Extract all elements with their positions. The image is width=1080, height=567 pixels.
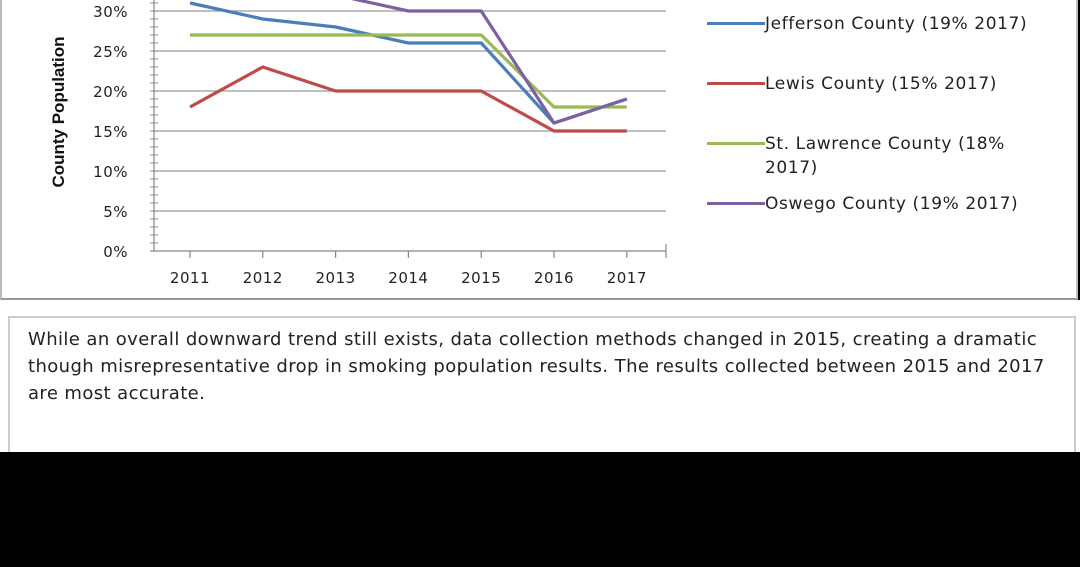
legend-label: Oswego County (19% 2017)	[765, 194, 1019, 214]
y-tick-label: 10%	[93, 163, 128, 181]
legend-swatch	[707, 22, 765, 25]
series-line-lewis	[189, 65, 627, 133]
series-line-oswego	[350, 0, 628, 125]
caption-text: While an overall downward trend still ex…	[28, 329, 1045, 404]
x-tick-label: 2014	[388, 269, 428, 287]
x-tick-label: 2015	[461, 269, 501, 287]
legend-label: Lewis County (15% 2017)	[765, 74, 997, 94]
legend-item: Oswego County (19% 2017)	[707, 192, 1055, 216]
y-tick-label: 25%	[93, 43, 128, 61]
legend-label: St. Lawrence County (18% 2017)	[765, 134, 1005, 178]
y-tick-label: 5%	[103, 203, 128, 221]
legend-item: St. Lawrence County (18% 2017)	[707, 132, 1055, 180]
x-tick-label: 2012	[243, 269, 283, 287]
legend-swatch	[707, 202, 765, 205]
x-tick-label: 2013	[316, 269, 356, 287]
legend-item: Jefferson County (19% 2017)	[707, 12, 1055, 36]
series-line-st	[190, 33, 627, 109]
y-tick-label: 0%	[103, 243, 128, 261]
chart-panel: 0% 5% 10% 15% 20% 25% 30% 2011 2012 2013 2014 2015 2…	[0, 0, 1078, 300]
black-bar	[0, 452, 1080, 567]
y-axis-label: County Population	[49, 36, 68, 187]
y-tick-label: 15%	[93, 123, 128, 141]
legend-swatch	[707, 82, 765, 85]
line-chart: 0% 5% 10% 15% 20% 25% 30% 2011 2012 2013 2014 2015 2…	[49, 0, 667, 287]
x-tick-label: 2011	[170, 269, 210, 287]
x-tick-label: 2016	[534, 269, 574, 287]
legend-swatch	[707, 142, 765, 145]
y-tick-label: 20%	[93, 83, 128, 101]
series-line-jefferson	[189, 1, 628, 125]
legend-label: Jefferson County (19% 2017)	[765, 14, 1028, 34]
y-tick-label: 30%	[93, 3, 128, 21]
caption-box: While an overall downward trend still ex…	[8, 316, 1076, 466]
x-tick-label: 2017	[607, 269, 647, 287]
legend-item: Lewis County (15% 2017)	[707, 72, 1055, 96]
